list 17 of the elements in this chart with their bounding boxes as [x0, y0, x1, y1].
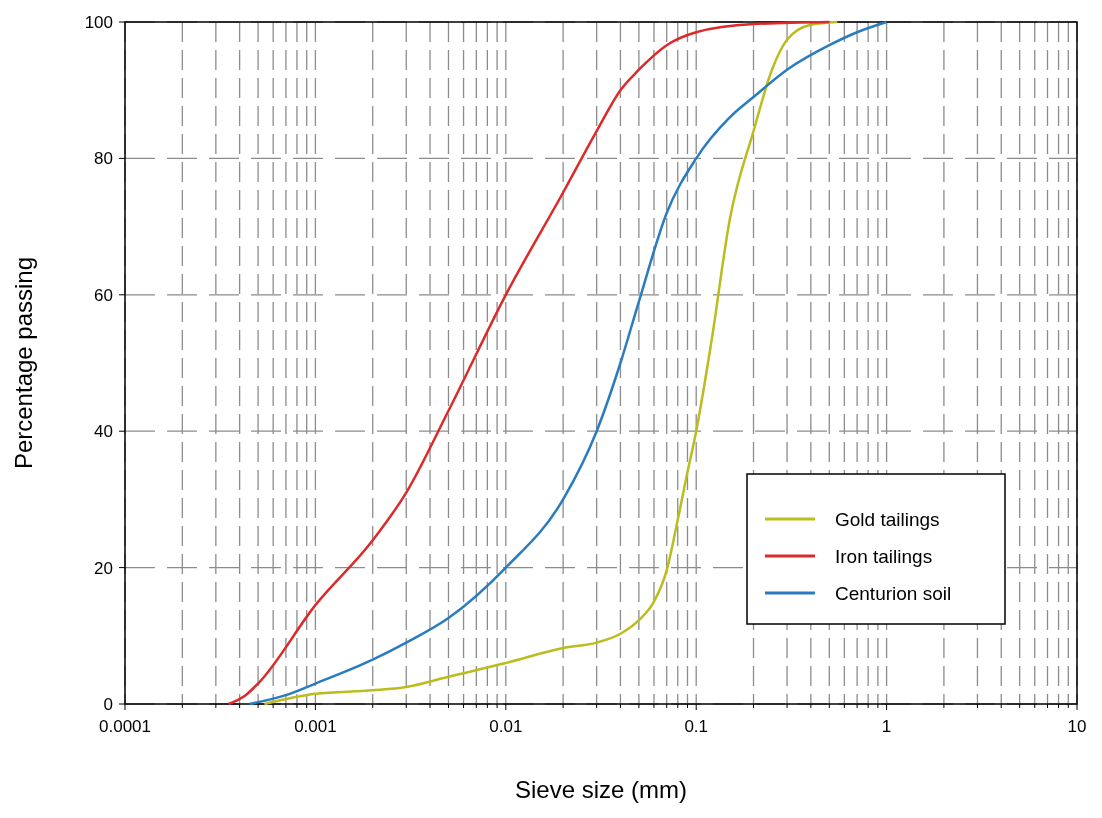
y-tick-label: 0: [103, 694, 113, 714]
x-tick-label: 0.0001: [99, 717, 151, 736]
legend-label: Iron tailings: [835, 545, 933, 567]
x-tick-label: 0.01: [489, 717, 523, 736]
y-tick-label: 60: [94, 285, 113, 305]
x-tick-label: 10: [1067, 717, 1087, 736]
x-tick-label: 1: [881, 717, 892, 736]
legend-label: Centurion soil: [835, 582, 952, 604]
x-axis-title: Sieve size (mm): [514, 776, 688, 803]
x-tick-label: 0.1: [684, 717, 709, 736]
y-axis-title: Percentage passing: [10, 256, 37, 470]
y-tick-label: 100: [84, 12, 113, 32]
legend-label: Gold tailings: [835, 508, 940, 530]
y-tick-label: 40: [94, 422, 113, 442]
y-tick-label: 20: [94, 558, 113, 578]
y-tick-label: 80: [94, 149, 113, 169]
x-tick-label: 0.001: [294, 717, 337, 736]
